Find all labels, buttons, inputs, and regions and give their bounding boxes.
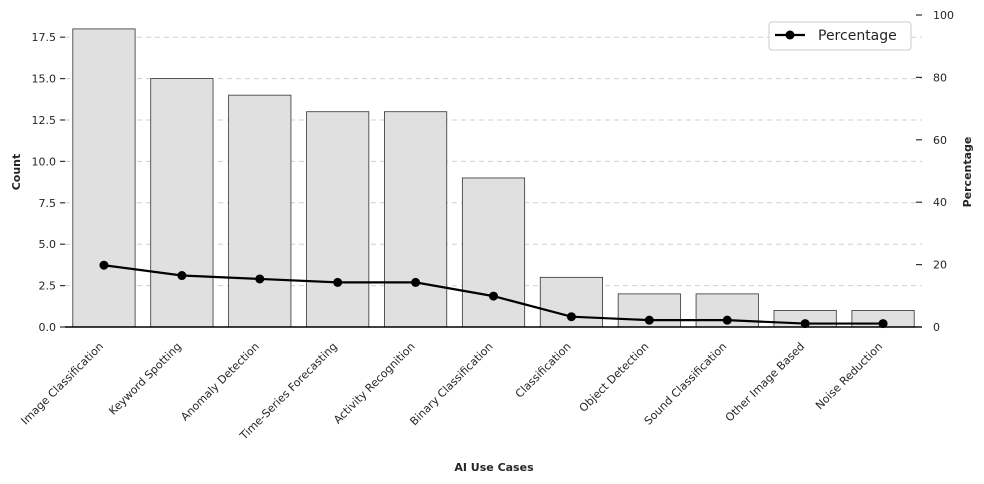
legend: Percentage — [768, 21, 912, 51]
bars — [72, 28, 915, 328]
y2-tick-label: 60 — [933, 134, 947, 147]
y-axis-right: 0 20 40 60 80 100 — [916, 9, 954, 334]
percentage-line — [99, 260, 888, 329]
x-tick-label: Activity Recognition — [331, 340, 418, 427]
percentage-point — [333, 277, 343, 287]
bar — [384, 111, 448, 328]
percentage-point — [411, 277, 421, 287]
y-tick-label: 5.0 — [39, 238, 57, 251]
x-axis-title: AI Use Cases — [454, 461, 534, 474]
y-tick-label: 10.0 — [32, 155, 57, 168]
bar — [461, 177, 526, 328]
y2-axis-title: Percentage — [961, 137, 974, 208]
y-tick-label: 15.0 — [32, 73, 57, 86]
x-tick-label: Binary Classification — [407, 340, 495, 428]
percentage-point — [644, 315, 654, 325]
x-tick-label: Sound Classification — [642, 340, 730, 428]
y-tick-label: 12.5 — [32, 114, 57, 127]
x-tick-label: Keyword Spotting — [106, 340, 184, 418]
y-axis-left: 0.0 2.5 5.0 7.5 10.0 12.5 15.0 17.5 — [32, 31, 65, 334]
bar — [72, 28, 136, 328]
percentage-point — [177, 271, 187, 281]
legend-marker-swatch — [785, 30, 795, 40]
x-axis-ticks: Image Classification Keyword SpottingAnom… — [19, 340, 886, 443]
percentage-point — [255, 274, 265, 284]
percentage-point — [722, 315, 732, 325]
legend-label: Percentage — [818, 28, 897, 44]
x-tick-label: Other Image Based — [723, 340, 807, 424]
percentage-point — [489, 291, 498, 301]
bar — [150, 78, 214, 328]
x-tick-label: Anomaly Detection — [178, 340, 262, 424]
bar — [228, 94, 292, 328]
y-tick-label: 0.0 — [39, 321, 57, 334]
percentage-point — [878, 319, 888, 329]
y2-tick-label: 80 — [933, 71, 947, 84]
y2-tick-label: 0 — [933, 321, 940, 334]
bar — [306, 111, 370, 328]
percentage-point — [800, 319, 810, 329]
y2-tick-label: 100 — [933, 9, 954, 22]
percentage-point — [99, 260, 109, 270]
y2-tick-label: 20 — [933, 259, 947, 272]
percentage-point — [566, 312, 576, 322]
x-tick-label: Classification — [513, 340, 574, 401]
y-axis-title: Count — [10, 154, 23, 191]
x-tick-label: Noise Reduction — [813, 340, 885, 412]
x-tick-label: Image Classification — [19, 340, 107, 428]
y2-tick-label: 40 — [933, 196, 947, 209]
y-tick-label: 7.5 — [39, 197, 57, 210]
y-tick-label: 2.5 — [39, 280, 57, 293]
y-tick-label: 17.5 — [32, 31, 57, 44]
x-tick-label: Object Detection — [577, 340, 652, 415]
legend-box — [768, 21, 912, 51]
